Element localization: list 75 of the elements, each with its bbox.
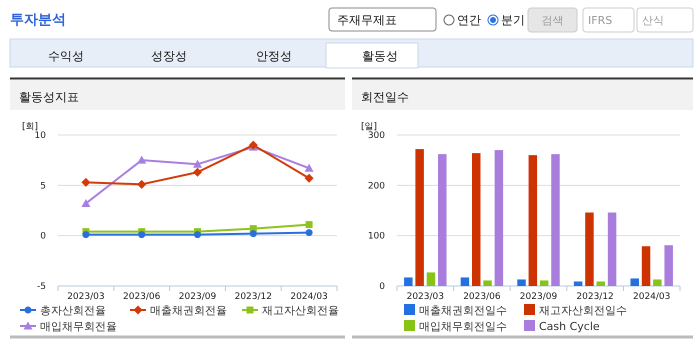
bar: [438, 154, 447, 286]
x-tick-label: 2023/03: [67, 292, 105, 302]
point: [193, 168, 202, 177]
legend-label: 재고자산회전율: [262, 304, 339, 317]
text: 연간: [457, 13, 481, 27]
point: [306, 221, 313, 228]
x-tick-label: 2023/12: [576, 292, 614, 302]
bar: [472, 153, 480, 286]
y-tick-label: -5: [37, 282, 46, 292]
text: 투자분석: [10, 12, 66, 28]
bar: [483, 280, 492, 286]
point: [304, 164, 314, 172]
bar: [585, 212, 594, 286]
bar: [664, 245, 673, 286]
text: IFRS: [588, 14, 612, 27]
legend-label: 매입채무회전율: [40, 320, 117, 333]
bar: [517, 279, 526, 286]
x-tick-label: 2023/06: [123, 292, 161, 302]
point: [306, 229, 313, 236]
y-tick-label: 0: [379, 282, 386, 292]
bar: [653, 279, 662, 286]
bar: [574, 281, 582, 286]
point: [81, 178, 90, 187]
y-tick-label: 100: [368, 232, 386, 242]
bar: [608, 212, 616, 286]
point: [250, 230, 257, 238]
text: 성장성: [151, 49, 187, 63]
point: [194, 231, 201, 238]
point: [193, 160, 202, 168]
legend-label: 매출채권회전율: [150, 304, 227, 317]
bar: [551, 154, 560, 286]
bar: [540, 280, 548, 286]
bar: [460, 277, 470, 286]
x-tick-label: 2024/03: [290, 292, 328, 302]
y-tick-label: 10: [34, 131, 46, 141]
legend-label: 총자산회전율: [40, 304, 106, 317]
point: [81, 198, 90, 207]
bar: [642, 246, 650, 286]
bar: [415, 149, 424, 286]
bar: [426, 272, 436, 286]
text: 주재무제표: [337, 13, 397, 27]
legend-label: 매출채권회전일수: [419, 304, 507, 317]
point: [138, 231, 146, 238]
point: [82, 231, 90, 238]
text: 수익성: [48, 49, 84, 63]
text: 활동성: [362, 49, 398, 63]
y-axis-title: [회]: [22, 122, 38, 132]
text: 산식: [642, 14, 664, 27]
point: [137, 180, 146, 189]
x-tick-label: 2024/03: [633, 292, 670, 302]
y-tick-label: 200: [368, 181, 386, 192]
legend-label: Cash Cycle: [539, 320, 600, 333]
bar: [596, 281, 606, 286]
x-tick-label: 2023/06: [463, 292, 501, 302]
legend-label: 재고자산회전일수: [539, 304, 627, 317]
legend-label: 매입채무회전일수: [419, 320, 507, 333]
point: [137, 156, 146, 164]
y-tick-label: 300: [368, 131, 386, 141]
text: 검색: [542, 14, 564, 27]
y-tick-label: 0: [40, 232, 46, 242]
bar: [528, 155, 538, 286]
chart-title: 회전일수: [361, 90, 409, 104]
x-tick-label: 2023/03: [406, 292, 444, 302]
text: 분기: [501, 13, 525, 27]
y-axis-title: [일]: [361, 122, 378, 132]
x-tick-label: 2023/12: [234, 292, 272, 302]
x-tick-label: 2023/09: [178, 292, 216, 302]
bar: [404, 277, 413, 286]
bar: [494, 150, 504, 286]
y-tick-label: 5: [40, 181, 46, 192]
point: [304, 174, 314, 183]
x-tick-label: 2023/09: [520, 292, 558, 302]
chart-title: 활동성지표: [19, 90, 79, 104]
text: 안정성: [256, 49, 292, 63]
bar: [630, 278, 639, 286]
